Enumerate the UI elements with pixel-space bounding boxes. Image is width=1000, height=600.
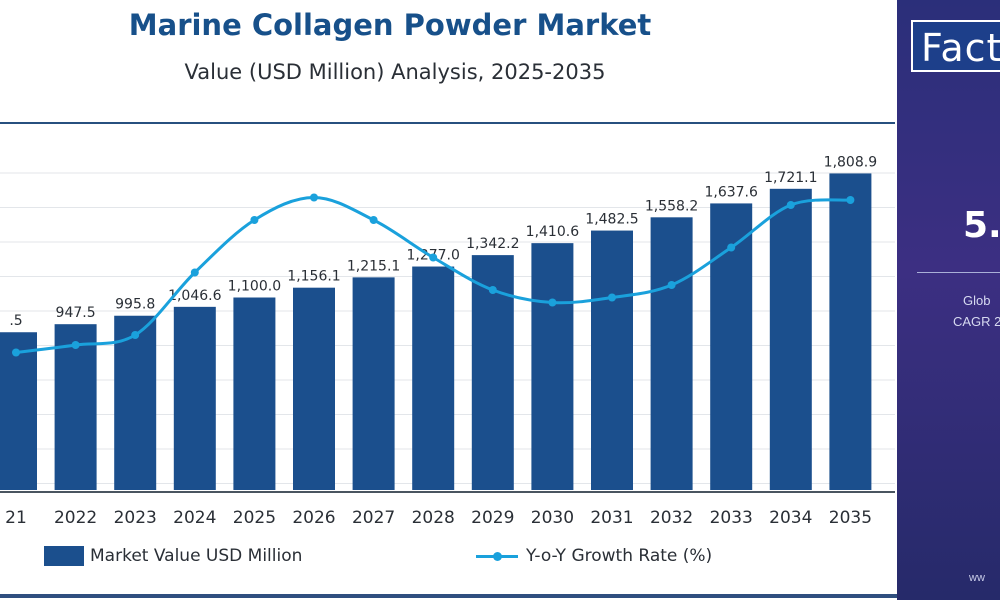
- x-tick-label: 2035: [829, 508, 872, 528]
- x-tick-label: 2024: [173, 508, 216, 528]
- brand-logo: Fact: [911, 20, 1000, 72]
- bar-value-label: .5: [9, 313, 22, 329]
- bar-value-label: 1,215.1: [347, 258, 400, 274]
- growth-rate-point: [548, 298, 557, 307]
- x-tick-label: 2026: [292, 508, 335, 528]
- bar-2034: [769, 188, 812, 490]
- legend-swatch-line: [476, 546, 518, 566]
- chart-area: Marine Collagen Powder Market Value (USD…: [0, 8, 900, 598]
- bar-2022: [54, 324, 97, 490]
- bar-value-label: 1,808.9: [824, 154, 877, 170]
- growth-rate-point: [190, 268, 199, 277]
- bar-2026: [293, 287, 335, 490]
- growth-rate-point: [667, 281, 676, 289]
- legend-label-growth-rate: Y-o-Y Growth Rate (%): [526, 546, 713, 566]
- growth-rate-point: [310, 193, 318, 202]
- bar-value-label: 1,156.1: [287, 269, 340, 285]
- growth-rate-point: [846, 196, 855, 204]
- cagr-value: 5.: [963, 205, 1000, 246]
- x-tick-label: 2023: [114, 508, 157, 528]
- x-tick-label: 2025: [233, 508, 276, 528]
- bar-value-label: 1,046.6: [168, 288, 222, 304]
- x-tick-label: 2031: [590, 508, 633, 528]
- bar-value-label: 1,637.6: [704, 184, 758, 200]
- bottom-rule: [0, 594, 900, 598]
- x-tick-label: 2022: [54, 508, 97, 528]
- growth-rate-point: [727, 243, 736, 252]
- bar-2035: [829, 173, 872, 490]
- chart-plot: .5 21 947.5 2022 995.8 2023 1,046.6 2024 1,100.0…: [0, 122, 895, 528]
- growth-rate-point: [250, 216, 259, 224]
- growth-rate-point: [369, 216, 378, 224]
- bar-2032: [650, 217, 693, 490]
- panel-divider: [917, 272, 1000, 273]
- x-tick-label: 2034: [769, 508, 812, 528]
- legend-swatch-bar: [44, 546, 84, 566]
- panel-url: ww: [969, 572, 985, 584]
- bar-value-label: 1,558.2: [645, 198, 698, 214]
- panel-label-cagr: CAGR 2: [953, 314, 1000, 329]
- growth-rate-point: [429, 253, 438, 262]
- bar-2028: [412, 266, 455, 490]
- growth-rate-point: [608, 293, 616, 302]
- legend-item-growth-rate: Y-o-Y Growth Rate (%): [476, 544, 712, 568]
- bar-2027: [352, 277, 395, 490]
- x-tick-label: 2033: [710, 508, 753, 528]
- bar-value-label: 1,482.5: [585, 212, 638, 228]
- brand-text: Fact: [921, 26, 1000, 70]
- growth-rate-point: [488, 286, 497, 294]
- bar-2025: [233, 297, 276, 490]
- bar-value-label: 1,342.2: [466, 236, 519, 252]
- bar-2024: [173, 306, 216, 490]
- bar-value-label: 947.5: [56, 305, 96, 321]
- bar-value-label: 995.8: [115, 297, 155, 313]
- x-tick-label: 21: [5, 508, 27, 528]
- bar-2031: [591, 230, 633, 490]
- bar-21: [0, 332, 37, 490]
- x-tick-label: 2028: [412, 508, 455, 528]
- bar-2030: [531, 243, 574, 490]
- x-tick-label: 2030: [531, 508, 574, 528]
- bar-value-label: 1,721.1: [764, 170, 817, 186]
- side-panel: Fact 5. Glob CAGR 2 ww: [897, 0, 1000, 600]
- growth-rate-point: [131, 331, 140, 339]
- legend-label-market-value: Market Value USD Million: [90, 546, 303, 566]
- x-tick-label: 2029: [471, 508, 514, 528]
- panel-label-global: Glob: [963, 293, 991, 308]
- bar-value-label: 1,100.0: [228, 279, 281, 295]
- chart-subtitle: Value (USD Million) Analysis, 2025-2035: [184, 60, 606, 84]
- bar-2023: [114, 315, 157, 490]
- chart-title: Marine Collagen Powder Market: [128, 8, 652, 42]
- legend-item-market-value: Market Value USD Million: [44, 544, 302, 568]
- bar-value-label: 1,410.6: [526, 224, 580, 240]
- growth-rate-point: [12, 348, 20, 357]
- growth-rate-point: [71, 341, 80, 349]
- x-tick-label: 2027: [352, 508, 395, 528]
- x-tick-label: 2032: [650, 508, 693, 528]
- growth-rate-point: [786, 201, 795, 209]
